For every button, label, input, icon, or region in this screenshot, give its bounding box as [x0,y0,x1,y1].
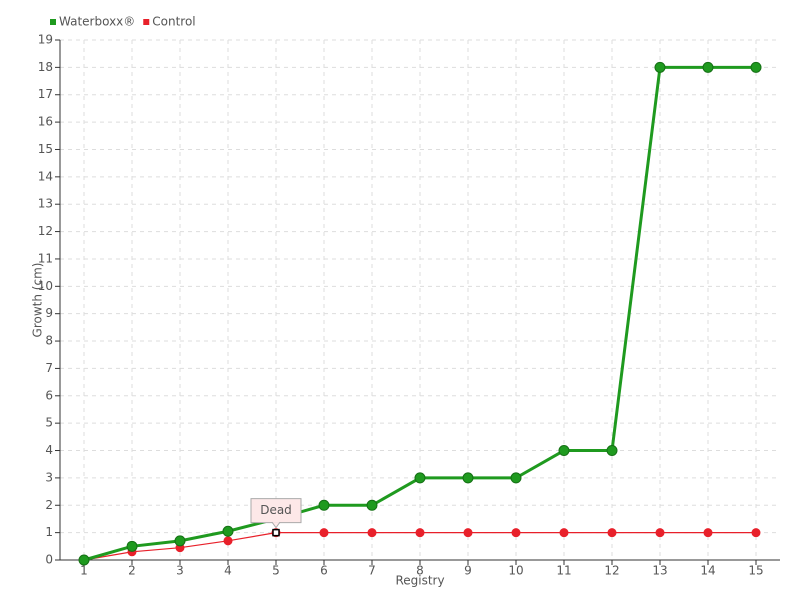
y-tick-label: 13 [38,197,53,211]
data-point [606,445,618,457]
y-tick-label: 0 [45,553,53,567]
data-point [462,472,474,484]
x-tick-label: 9 [464,564,472,578]
data-point [414,472,426,484]
x-tick-label: 14 [700,564,715,578]
y-tick-label: 10 [38,279,53,293]
y-tick-label: 12 [38,224,53,238]
y-tick-label: 6 [45,388,53,402]
x-tick-label: 3 [176,564,184,578]
x-tick-label: 7 [368,564,376,578]
data-point [510,472,522,484]
data-point [559,528,569,538]
y-tick-label: 17 [38,87,53,101]
data-point [751,528,761,538]
y-tick-label: 8 [45,334,53,348]
x-tick-label: 10 [508,564,523,578]
annotation-pointer [271,521,281,529]
data-point [366,499,378,511]
x-axis-title: Registry [395,574,444,588]
data-point [126,540,138,552]
y-tick-label: 9 [45,306,53,320]
data-point [223,536,233,546]
data-point [78,554,90,566]
data-point [174,535,186,547]
data-point [607,528,617,538]
y-tick-label: 15 [38,142,53,156]
x-tick-label: 1 [80,564,88,578]
y-axis-title: Growth (cm) [31,263,45,338]
y-tick-label: 16 [38,115,53,129]
y-tick-label: 18 [38,60,53,74]
data-point [463,528,473,538]
legend-swatch [143,19,150,25]
x-tick-label: 5 [272,564,280,578]
x-tick-label: 6 [320,564,328,578]
y-tick-label: 4 [45,443,53,457]
x-tick-label: 4 [224,564,232,578]
y-tick-label: 5 [45,416,53,430]
y-tick-label: 14 [38,169,53,183]
x-tick-label: 2 [128,564,136,578]
data-point [415,528,425,538]
data-point [702,61,714,73]
data-point [750,61,762,73]
legend-label: Control [152,15,195,29]
y-tick-label: 11 [38,251,53,265]
data-point [655,528,665,538]
y-tick-label: 19 [38,33,53,47]
data-point [703,528,713,538]
data-point [558,445,570,457]
y-tick-label: 7 [45,361,53,375]
y-tick-label: 2 [45,498,53,512]
data-point [319,528,329,538]
legend-swatch [50,19,56,25]
data-point [318,499,330,511]
annotation-marker [272,528,280,537]
x-tick-label: 13 [652,564,667,578]
x-tick-label: 8 [416,564,424,578]
x-tick-label: 11 [556,564,571,578]
x-tick-label: 15 [748,564,763,578]
annotation-label: Dead [260,503,292,517]
x-tick-label: 12 [604,564,619,578]
data-point [654,61,666,73]
y-tick-label: 1 [45,525,53,539]
data-point [222,525,234,537]
data-point [367,528,377,538]
legend-label: Waterboxx® [59,15,135,29]
data-point [511,528,521,538]
y-tick-label: 3 [45,470,53,484]
